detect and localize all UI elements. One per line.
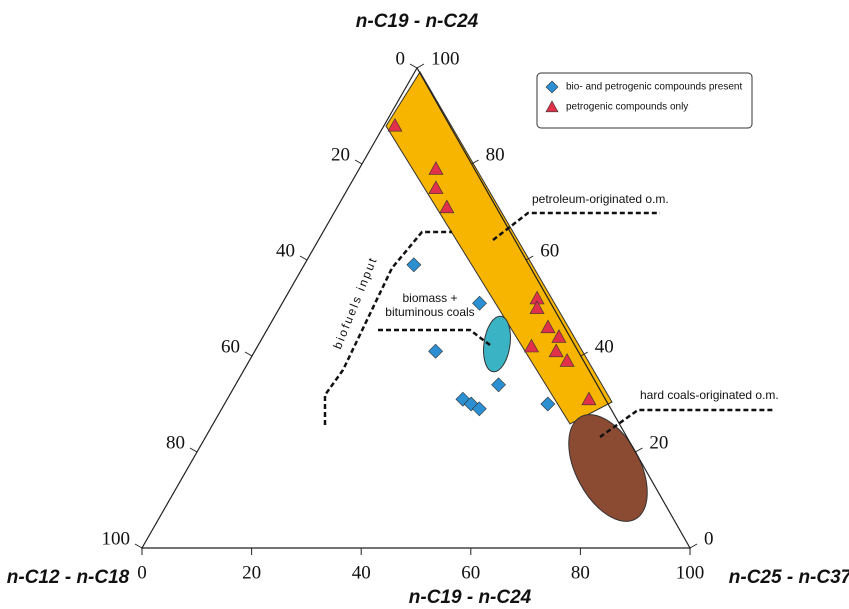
tick-mark: [134, 543, 143, 549]
biomass-region: [483, 315, 511, 373]
bottom-tick-label: 20: [242, 562, 261, 583]
axis-title: n-C19 - n-C24: [356, 11, 479, 32]
data-point: [428, 343, 444, 359]
data-point: [439, 199, 455, 214]
data-point: [551, 329, 567, 343]
left-tick-label: 40: [276, 240, 295, 261]
leader-line: [492, 211, 660, 241]
tick-mark: [409, 63, 418, 69]
left-tick-label: 80: [166, 432, 185, 453]
tick-mark: [471, 159, 479, 165]
axis-title: n-C25 - n-C37: [729, 567, 849, 588]
tick-mark: [244, 351, 253, 357]
left-tick-label: 100: [102, 528, 131, 549]
bottom-tick-label: 80: [571, 562, 590, 583]
legend-marker: [545, 100, 559, 113]
tick-mark: [416, 63, 425, 69]
data-point: [471, 401, 487, 417]
data-point: [472, 295, 487, 311]
right-tick-label: 0: [704, 528, 714, 549]
annotation: petroleum-originated o.m.: [532, 192, 669, 206]
tick-mark: [354, 159, 363, 165]
data-point: [529, 300, 545, 314]
bottom-tick-label: 0: [137, 562, 147, 583]
tick-mark: [525, 255, 534, 261]
leader-line: [323, 230, 452, 425]
right-tick-label: 80: [486, 144, 505, 165]
right-tick-label: 40: [595, 336, 614, 357]
triangle-frame: [140, 66, 692, 549]
annotation: biofuels input: [330, 254, 380, 351]
data-point: [540, 396, 556, 412]
data-point: [491, 377, 506, 393]
left-tick-label: 20: [331, 144, 350, 165]
leader-line: [599, 408, 775, 439]
tick-mark: [580, 351, 589, 357]
data-point: [581, 391, 597, 406]
right-tick-label: 60: [540, 240, 559, 261]
data-point: [387, 117, 403, 132]
tick-mark: [299, 255, 308, 261]
tick-mark: [635, 447, 643, 453]
legend-label: bio- and petrogenic compounds present: [566, 82, 742, 93]
data-point: [559, 353, 575, 367]
leader-line: [378, 328, 491, 346]
annotation: hard coals-originated o.m.: [640, 388, 779, 402]
data-point: [548, 343, 564, 358]
data-point: [540, 319, 556, 334]
left-tick-label: 60: [221, 336, 240, 357]
tick-mark: [689, 543, 698, 549]
bottom-tick-label: 60: [461, 562, 480, 583]
data-point: [428, 180, 444, 194]
annotation: biomass +: [402, 291, 457, 305]
bottom-tick-label: 100: [676, 562, 705, 583]
bottom-tick-label: 40: [352, 562, 371, 583]
annotation: bituminous coals: [385, 305, 474, 319]
data-point: [523, 338, 540, 353]
axis-title: n-C19 - n-C24: [409, 587, 532, 608]
right-tick-label: 100: [431, 48, 460, 69]
right-tick-label: 20: [649, 432, 668, 453]
tick-mark: [189, 447, 198, 453]
axis-title: n-C12 - n-C18: [7, 567, 130, 588]
legend-marker: [545, 80, 559, 94]
legend-box: [536, 72, 753, 129]
legend-label: petrogenic compounds only: [566, 102, 688, 113]
data-point: [428, 161, 444, 175]
left-tick-label: 0: [396, 48, 406, 69]
data-point: [406, 257, 422, 273]
